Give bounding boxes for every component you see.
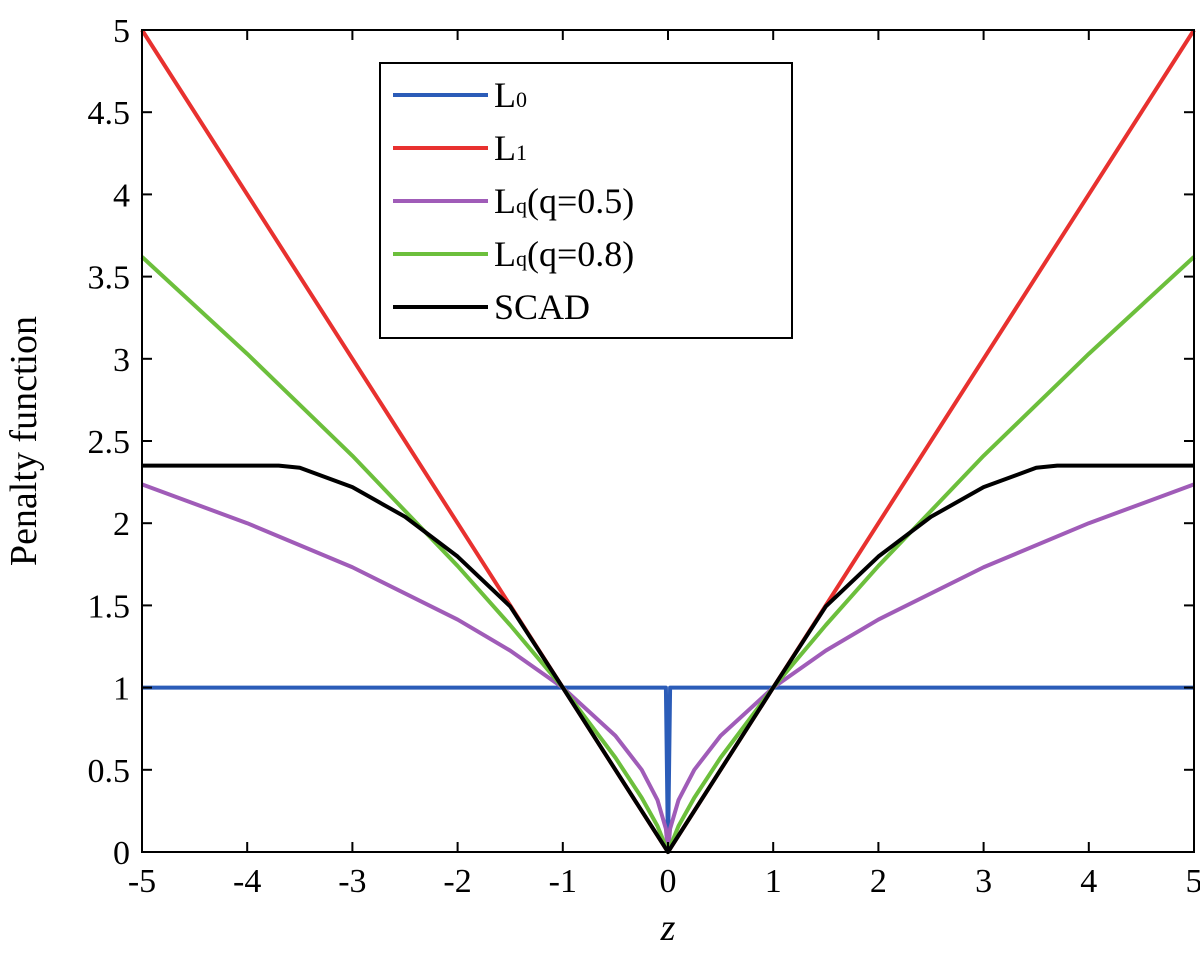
legend-entry-label: Lq(q=0.5) <box>494 181 634 221</box>
legend-entry-base: SCAD <box>494 287 590 327</box>
legend-entry-suffix: (q=0.5) <box>527 181 634 221</box>
y-tick-label: 1 <box>113 671 130 708</box>
y-tick-label: 4.5 <box>88 95 131 132</box>
x-tick-label: 4 <box>1080 863 1097 900</box>
legend-entry-label: L1 <box>494 128 527 168</box>
legend-entry-base: L <box>494 128 516 168</box>
legend-entry-subscript: 1 <box>516 140 527 165</box>
y-tick-label: 0.5 <box>88 753 131 790</box>
y-tick-label: 5 <box>113 13 130 50</box>
legend-entry-subscript: 0 <box>516 87 527 112</box>
y-tick-label: 0 <box>113 835 130 872</box>
y-axis-title: Penalty function <box>3 316 45 566</box>
x-tick-label: 5 <box>1186 863 1200 900</box>
legend-entry-label: SCAD <box>494 287 590 327</box>
x-axis-title: z <box>660 907 676 949</box>
legend-entry-label: Lq(q=0.8) <box>494 234 634 274</box>
legend-entry-subscript: q <box>516 193 527 218</box>
x-tick-label: 0 <box>660 863 677 900</box>
legend-entry-suffix: (q=0.8) <box>527 234 634 274</box>
x-tick-label: -3 <box>338 863 366 900</box>
y-tick-label: 4 <box>113 177 130 214</box>
y-tick-label: 1.5 <box>88 588 131 625</box>
x-tick-label: 1 <box>765 863 782 900</box>
legend-entry-label: L0 <box>494 75 527 115</box>
legend-entry-base: L <box>494 234 516 274</box>
y-tick-label: 2 <box>113 506 130 543</box>
series-line-l0 <box>142 685 1194 854</box>
y-tick-label: 2.5 <box>88 424 131 461</box>
legend-entry-base: L <box>494 181 516 221</box>
tick-layer: -5 -4 -3 -2 -1 0 1 2 3 4 5 0 0.5 1 1.5 2 2.5 3 3.5 4 4.5 5 <box>88 13 1200 900</box>
x-tick-label: 2 <box>870 863 887 900</box>
y-tick-label: 3 <box>113 342 130 379</box>
x-tick-label: -5 <box>128 863 156 900</box>
x-tick-label: -2 <box>443 863 471 900</box>
x-tick-label: 3 <box>975 863 992 900</box>
x-tick-label: -1 <box>549 863 577 900</box>
x-tick-label: -4 <box>233 863 261 900</box>
legend-entry-base: L <box>494 75 516 115</box>
y-tick-label: 3.5 <box>88 260 131 297</box>
legend-entry-subscript: q <box>516 246 527 271</box>
